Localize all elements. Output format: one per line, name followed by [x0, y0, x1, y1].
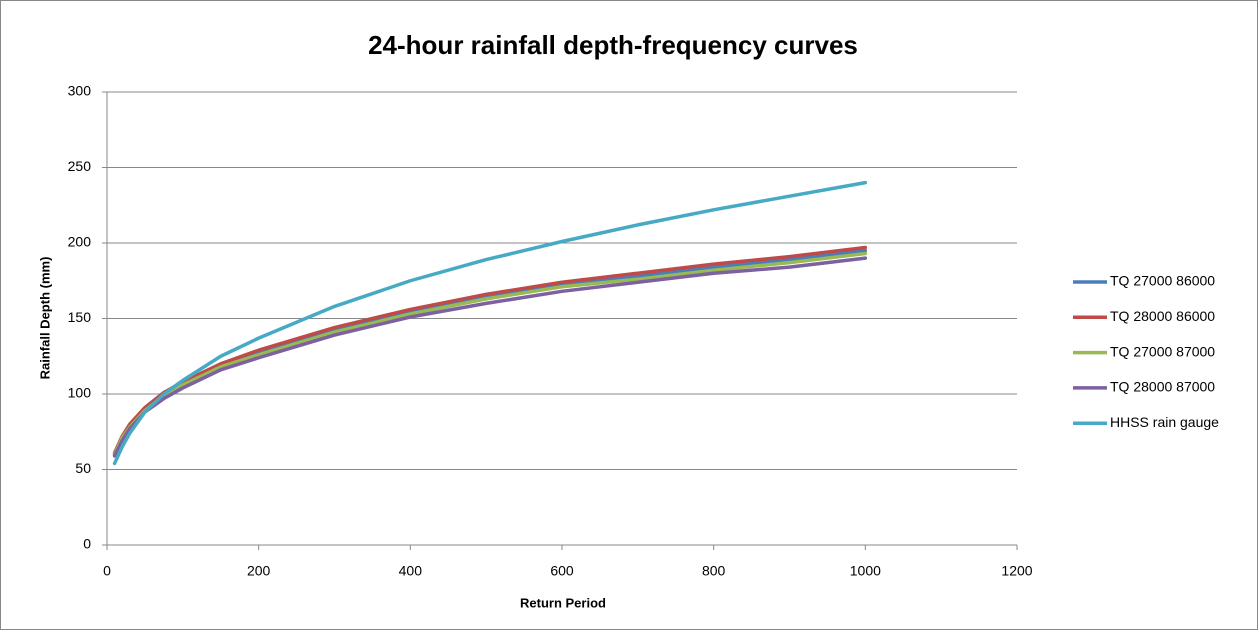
x-tick-label: 600 [550, 563, 574, 579]
y-axis-label: Rainfall Depth (mm) [37, 257, 52, 380]
y-tick-label: 100 [68, 385, 92, 401]
chart-title: 24-hour rainfall depth-frequency curves [368, 30, 858, 60]
legend-label: TQ 27000 87000 [1110, 343, 1215, 359]
legend-label: TQ 28000 87000 [1110, 379, 1215, 395]
x-axis-label: Return Period [520, 595, 606, 610]
y-tick-label: 0 [83, 536, 91, 552]
y-tick-label: 300 [68, 83, 92, 99]
series-line [112, 245, 868, 455]
y-tick-label: 150 [68, 309, 92, 325]
x-tick-label: 400 [399, 563, 423, 579]
x-tick-label: 800 [702, 563, 726, 579]
x-tick-label: 1000 [850, 563, 881, 579]
legend-label: HHSS rain gauge [1110, 414, 1219, 430]
y-tick-label: 250 [68, 158, 92, 174]
x-tick-label: 200 [247, 563, 271, 579]
series-line [112, 180, 868, 466]
x-tick-label: 1200 [1001, 563, 1032, 579]
legend-label: TQ 27000 86000 [1110, 273, 1215, 289]
x-tick-label: 0 [103, 563, 111, 579]
legend-label: TQ 28000 86000 [1110, 308, 1215, 324]
y-tick-label: 50 [75, 460, 91, 476]
y-tick-label: 200 [68, 234, 92, 250]
